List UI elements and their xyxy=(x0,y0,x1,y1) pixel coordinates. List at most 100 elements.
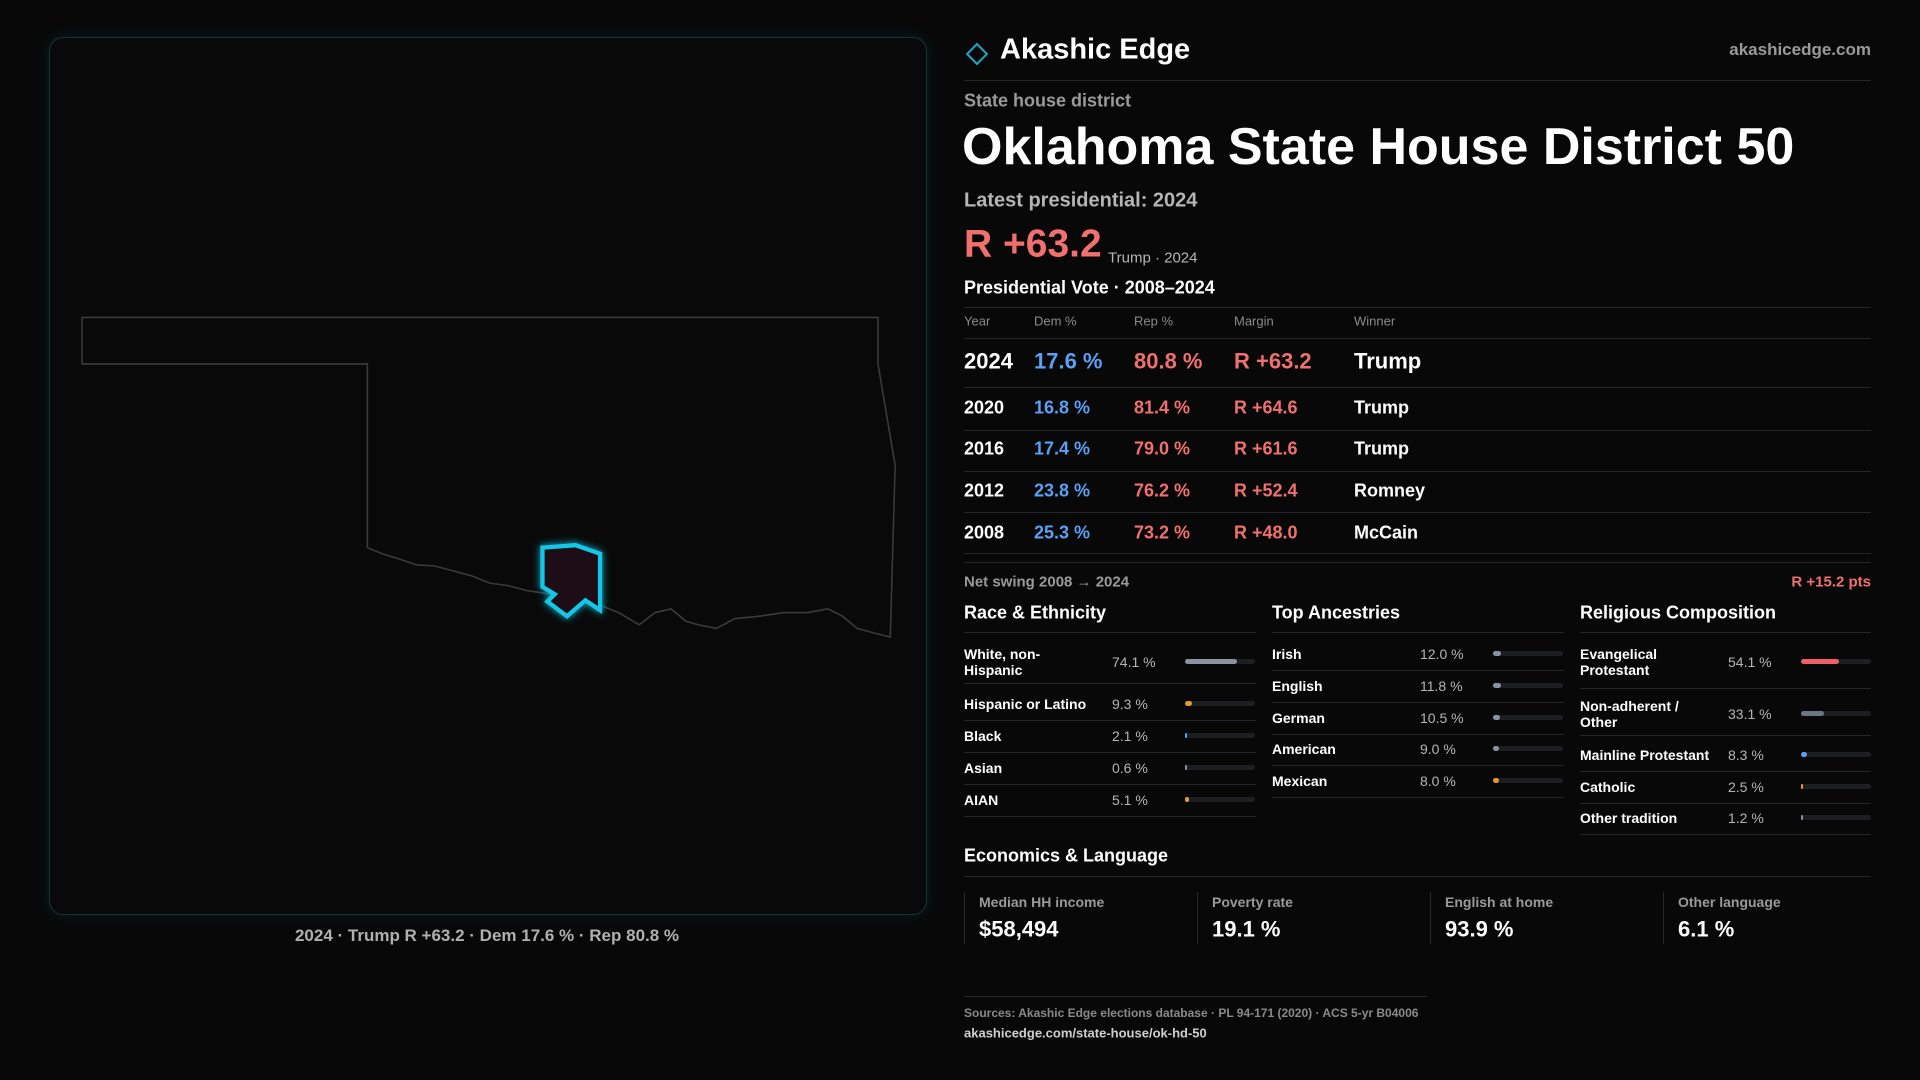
divider xyxy=(964,307,1871,308)
source-url: akashicedge.com/state-house/ok-hd-50 xyxy=(964,1025,1207,1041)
district-shape xyxy=(540,543,603,619)
table-cell: R +61.6 xyxy=(1234,438,1298,459)
stat-value: 93.9 % xyxy=(1445,916,1514,942)
divider xyxy=(1272,632,1564,633)
row-value: 2.5 % xyxy=(1728,778,1764,795)
divider xyxy=(964,752,1256,753)
table-cell: 2020 xyxy=(964,397,1005,418)
bar xyxy=(1185,733,1187,738)
bar-track xyxy=(1185,797,1255,802)
bar-track xyxy=(1493,715,1563,720)
divider xyxy=(964,562,1871,563)
row-label: Irish xyxy=(1272,645,1302,662)
swing-value: R +15.2 pts xyxy=(1791,573,1871,591)
row-label: AIAN xyxy=(964,791,999,808)
stat-value: $58,494 xyxy=(979,916,1059,942)
table-cell: Trump xyxy=(1354,348,1422,374)
row-value: 54.1 % xyxy=(1728,653,1772,670)
row-value: 10.5 % xyxy=(1420,709,1464,726)
bar xyxy=(1185,659,1237,664)
divider xyxy=(964,471,1871,472)
row-value: 8.0 % xyxy=(1420,772,1456,789)
table-cell: 25.3 % xyxy=(1034,522,1091,543)
row-label: Mexican xyxy=(1272,772,1328,789)
divider xyxy=(964,338,1871,339)
logo-icon xyxy=(965,42,989,66)
divider xyxy=(964,430,1871,431)
bar xyxy=(1801,784,1803,789)
bar-track xyxy=(1185,701,1255,706)
row-label: Non-adherent / Other xyxy=(1580,697,1679,730)
divider xyxy=(964,996,1427,997)
table-cell: 76.2 % xyxy=(1134,480,1191,501)
column-header: Winner xyxy=(1354,313,1396,329)
divider xyxy=(1580,802,1871,804)
bar xyxy=(1185,701,1192,706)
stat-box xyxy=(1197,892,1198,944)
bar xyxy=(1185,797,1189,802)
divider xyxy=(964,720,1256,721)
row-value: 9.0 % xyxy=(1420,740,1456,757)
stat-box xyxy=(1430,892,1431,944)
stat-box xyxy=(1663,892,1664,944)
row-value: 1.2 % xyxy=(1728,809,1764,826)
row-value: 74.1 % xyxy=(1112,653,1156,670)
table-cell: 23.8 % xyxy=(1034,480,1091,501)
table-cell: 81.4 % xyxy=(1134,397,1191,418)
divider xyxy=(1272,797,1564,798)
map-caption: 2024 · Trump R +63.2 · Dem 17.6 % · Rep … xyxy=(294,926,680,946)
divider xyxy=(1272,702,1564,703)
row-value: 5.1 % xyxy=(1112,791,1148,808)
bar xyxy=(1493,715,1501,720)
table-cell: 80.8 % xyxy=(1134,348,1203,374)
divider xyxy=(1580,632,1871,633)
divider xyxy=(1272,765,1564,766)
divider xyxy=(1272,670,1564,671)
divider xyxy=(1580,734,1871,736)
margin-note: Trump · 2024 xyxy=(1108,249,1198,267)
row-label: Evangelical Protestant xyxy=(1580,645,1658,678)
bar xyxy=(1185,765,1187,770)
row-label: English xyxy=(1272,677,1323,694)
bar xyxy=(1801,711,1825,716)
table-title: Presidential Vote · 2008–2024 xyxy=(964,277,1215,298)
section-title: Religious Composition xyxy=(1580,602,1776,623)
table-cell: R +64.6 xyxy=(1234,397,1298,418)
sources: Sources: Akashic Edge elections database… xyxy=(964,1006,1419,1021)
row-value: 11.8 % xyxy=(1420,677,1463,694)
divider xyxy=(964,683,1256,684)
row-label: Asian xyxy=(964,759,1003,776)
stat-label: Other language xyxy=(1678,893,1781,910)
row-value: 8.3 % xyxy=(1728,746,1764,763)
row-label: Catholic xyxy=(1580,778,1636,795)
column-header: Margin xyxy=(1234,313,1274,329)
latest-label: Latest presidential: 2024 xyxy=(964,189,1198,212)
bar-track xyxy=(1185,765,1255,770)
section-title: Race & Ethnicity xyxy=(964,602,1107,623)
divider xyxy=(964,876,1871,877)
divider xyxy=(1580,834,1871,835)
divider xyxy=(1580,688,1871,689)
table-cell: 2012 xyxy=(964,480,1005,501)
divider xyxy=(964,80,1871,81)
bar xyxy=(1493,746,1500,751)
table-cell: Trump xyxy=(1354,397,1410,418)
row-label: Other tradition xyxy=(1580,809,1678,826)
bar-track xyxy=(1801,711,1871,716)
row-label: Mainline Protestant xyxy=(1580,746,1710,763)
map-panel xyxy=(49,37,927,915)
district-title: Oklahoma State House District 50 xyxy=(962,118,1795,177)
bar xyxy=(1801,659,1839,664)
bar-track xyxy=(1801,815,1871,820)
bar-track xyxy=(1493,746,1563,751)
row-value: 2.1 % xyxy=(1112,727,1148,744)
row-label: Hispanic or Latino xyxy=(964,695,1087,712)
table-cell: McCain xyxy=(1354,522,1419,543)
table-cell: R +63.2 xyxy=(1234,348,1312,374)
map xyxy=(81,316,896,639)
column-header: Rep % xyxy=(1134,313,1174,329)
bar-track xyxy=(1801,752,1871,757)
row-value: 33.1 % xyxy=(1728,705,1772,722)
row-label: German xyxy=(1272,709,1325,726)
